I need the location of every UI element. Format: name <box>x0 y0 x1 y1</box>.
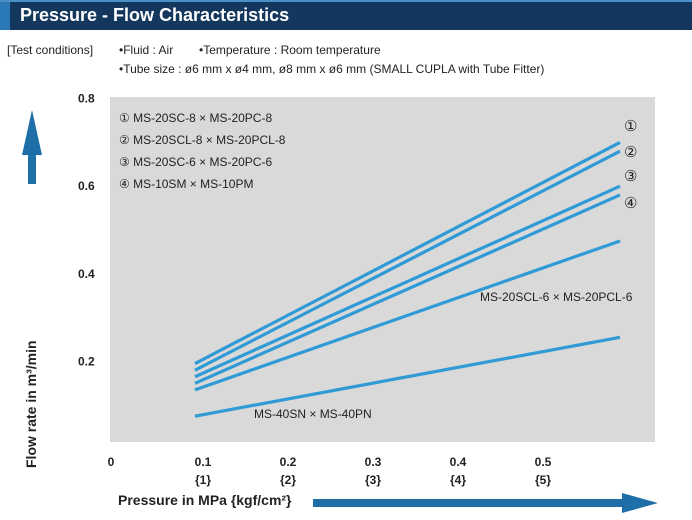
legend-entry: ④ MS-10SM × MS-10PM <box>119 177 253 191</box>
series-line <box>194 239 621 392</box>
x-axis-arrow-icon <box>622 493 658 513</box>
x-tick-label: 0.4 <box>450 455 467 469</box>
x-tick-label: 0.3 <box>365 455 382 469</box>
x-axis-title: Pressure in MPa {kgf/cm²} <box>118 492 292 508</box>
page-title: Pressure - Flow Characteristics <box>20 5 290 25</box>
x-tick-sub-label: {5} <box>535 473 551 487</box>
series-inline-label: MS-40SN × MS-40PN <box>254 407 372 421</box>
title-accent <box>0 2 10 30</box>
x-tick-sub-label: {4} <box>450 473 466 487</box>
legend-entry: ③ MS-20SC-6 × MS-20PC-6 <box>119 155 272 169</box>
test-conditions-label: [Test conditions] <box>7 43 94 57</box>
y-tick-label: 0.4 <box>78 267 95 281</box>
legend-entry: ① MS-20SC-8 × MS-20PC-8 <box>119 111 272 125</box>
title-bar: Pressure - Flow Characteristics <box>0 0 692 30</box>
y-tick-label: 0.6 <box>78 179 95 193</box>
x-axis-arrow-shaft <box>313 499 625 507</box>
x-tick-label: 0.2 <box>280 455 297 469</box>
series-line <box>194 149 621 372</box>
series-end-marker: ③ <box>624 168 637 185</box>
x-tick-label: 0 <box>108 455 115 469</box>
fluid-condition: •Fluid : Air <box>119 43 174 57</box>
legend-entry: ② MS-20SCL-8 × MS-20PCL-8 <box>119 133 286 147</box>
series-line <box>194 193 621 385</box>
temperature-condition: •Temperature : Room temperature <box>199 43 381 57</box>
x-tick-sub-label: {2} <box>280 473 296 487</box>
x-tick-label: 0.1 <box>195 455 212 469</box>
x-tick-sub-label: {1} <box>195 473 211 487</box>
series-line <box>194 184 621 379</box>
y-axis-arrow-icon <box>22 110 42 155</box>
series-line <box>194 140 621 366</box>
series-end-marker: ① <box>624 118 637 135</box>
x-tick-sub-label: {3} <box>365 473 381 487</box>
series-end-marker: ② <box>624 144 637 161</box>
tube-size-condition: •Tube size : ø6 mm x ø4 mm, ø8 mm x ø6 m… <box>119 62 545 76</box>
y-tick-label: 0.8 <box>78 92 95 106</box>
y-axis-arrow-shaft <box>28 154 36 184</box>
series-line <box>194 335 621 418</box>
y-axis-title: Flow rate in m³/min <box>23 340 39 468</box>
x-tick-label: 0.5 <box>535 455 552 469</box>
series-end-marker: ④ <box>624 195 637 212</box>
series-inline-label: MS-20SCL-6 × MS-20PCL-6 <box>480 290 633 304</box>
y-tick-label: 0.2 <box>78 354 95 368</box>
plot-area <box>110 97 655 442</box>
